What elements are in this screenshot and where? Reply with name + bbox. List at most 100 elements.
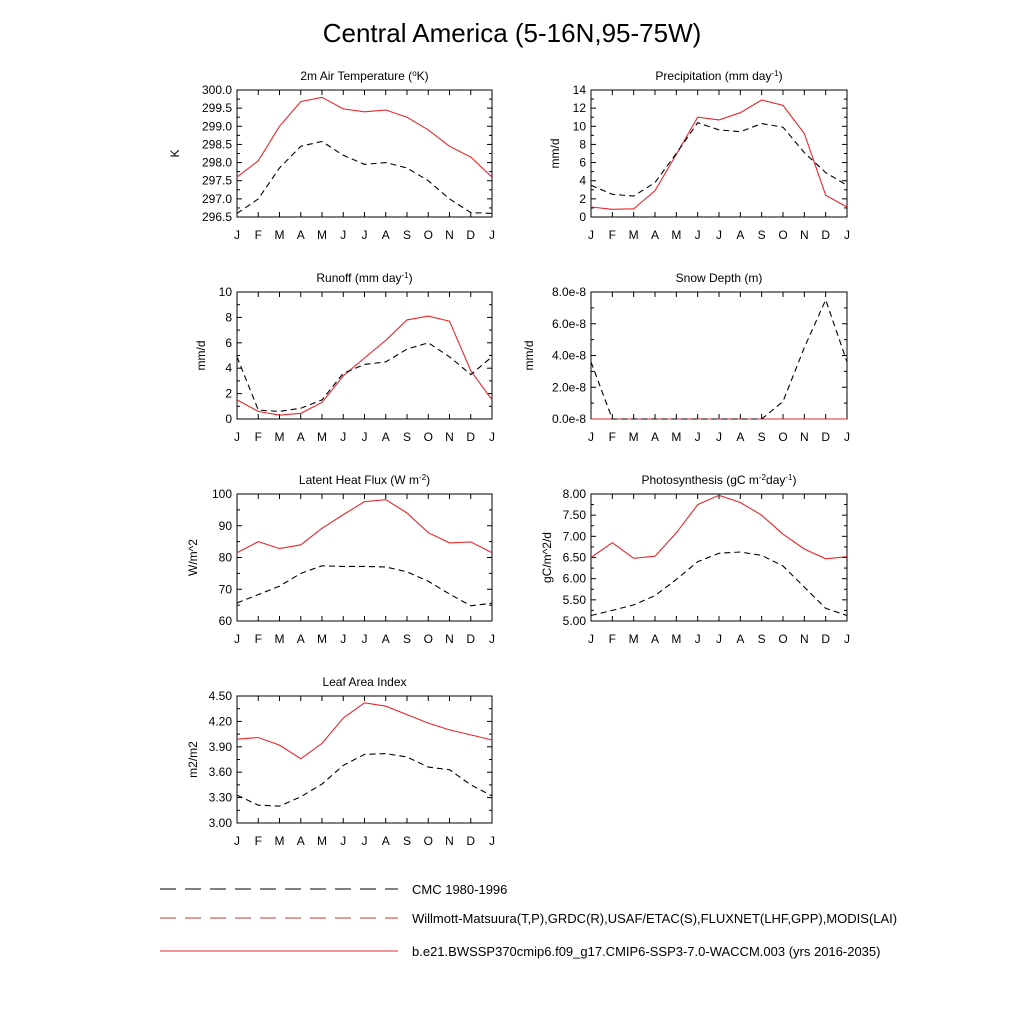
y-tick-label: 2.0e-8 — [552, 380, 586, 394]
series-obs-line — [236, 565, 493, 607]
x-tick-label: S — [403, 632, 411, 646]
x-tick-label: J — [340, 632, 346, 646]
plot-frame — [236, 291, 493, 420]
series-obs-line — [236, 342, 493, 412]
x-tick-label: M — [671, 228, 681, 242]
legend-label-2: Willmott-Matsuura(T,P),GRDC(R),USAF/ETAC… — [412, 911, 897, 926]
y-tick-label: 297.0 — [202, 192, 232, 206]
chart-panel-5: Latent Heat Flux (W m-2)J F M A M J J A S O N D J607… — [186, 473, 495, 647]
x-tick-label: N — [445, 430, 454, 444]
y-tick-label: 298.0 — [202, 156, 232, 170]
x-tick-label: D — [466, 430, 475, 444]
y-tick-label: 4.50 — [209, 689, 233, 703]
legend-label-1: CMC 1980-1996 — [412, 882, 507, 897]
series-obs-line — [236, 140, 493, 214]
x-tick-label: A — [297, 430, 305, 444]
panel-title: Snow Depth (m) — [676, 271, 763, 285]
y-axis-label: mm/d — [522, 341, 536, 371]
panel-title-text: 2m Air Temperature ( — [300, 69, 412, 83]
x-tick-label: J — [695, 632, 701, 646]
x-tick-label: J — [844, 228, 850, 242]
y-axis-label: K — [168, 149, 182, 157]
y-tick-label: 12 — [573, 101, 587, 115]
x-tick-label: M — [317, 632, 327, 646]
x-tick-label: N — [800, 228, 809, 242]
y-tick-label: 0.0e-8 — [552, 412, 586, 426]
panel-title-sup: -2 — [419, 473, 427, 482]
x-tick-label: J — [234, 632, 240, 646]
x-tick-label: M — [671, 632, 681, 646]
x-tick-label: F — [255, 430, 262, 444]
x-tick-label: S — [403, 228, 411, 242]
y-tick-label: 8 — [579, 137, 586, 151]
y-tick-label: 5.00 — [563, 614, 587, 628]
x-tick-label: J — [362, 228, 368, 242]
x-tick-label: J — [340, 228, 346, 242]
x-tick-label: A — [382, 632, 390, 646]
chart-panel-1: 2m Air Temperature (oK)J F M A M J J A S O N D J296.… — [168, 69, 495, 243]
x-tick-label: J — [695, 228, 701, 242]
x-tick-label: M — [629, 632, 639, 646]
y-tick-label: 5.50 — [563, 593, 587, 607]
x-tick-label: A — [651, 632, 659, 646]
y-axis-label: m2/m2 — [186, 741, 200, 778]
x-tick-label: S — [758, 228, 766, 242]
y-tick-label: 14 — [573, 83, 587, 97]
panel-title-text: Snow Depth (m) — [676, 271, 763, 285]
x-tick-label: O — [778, 430, 787, 444]
y-tick-label: 8.00 — [563, 487, 587, 501]
plot-frame — [236, 493, 493, 622]
x-tick-label: J — [340, 430, 346, 444]
x-tick-label: N — [800, 430, 809, 444]
x-tick-label: A — [736, 632, 744, 646]
x-tick-label: M — [629, 228, 639, 242]
chart-panel-2: Precipitation (mm day-1)J F M A M J J A S O N D J024… — [548, 69, 850, 243]
y-tick-label: 7.50 — [563, 508, 587, 522]
chart-panel-6: Photosynthesis (gC m-2day-1)J F M A M J J A S O N D… — [540, 473, 850, 647]
series-obs-line — [590, 551, 848, 617]
y-tick-label: 296.5 — [202, 210, 232, 224]
plot-frame — [590, 291, 848, 420]
y-tick-label: 299.5 — [202, 101, 232, 115]
x-tick-label: F — [609, 430, 616, 444]
y-tick-label: 3.00 — [209, 816, 233, 830]
panel-title-text-after: K) — [417, 69, 429, 83]
x-tick-label: O — [778, 632, 787, 646]
y-tick-label: 60 — [219, 614, 233, 628]
panel-title-text: Latent Heat Flux (W m — [299, 473, 419, 487]
y-tick-label: 10 — [573, 119, 587, 133]
panel-title: Leaf Area Index — [322, 675, 406, 689]
y-tick-label: 10 — [219, 285, 233, 299]
plot-frame — [590, 493, 848, 622]
x-tick-label: S — [758, 632, 766, 646]
y-tick-label: 0 — [579, 210, 586, 224]
legend-label-3: b.e21.BWSSP370cmip6.f09_g17.CMIP6-SSP3-7… — [412, 944, 880, 959]
x-tick-label: M — [275, 430, 285, 444]
y-tick-label: 4 — [225, 361, 232, 375]
panel-title-text-after: ) — [426, 473, 430, 487]
x-tick-label: M — [317, 228, 327, 242]
x-tick-label: O — [424, 632, 433, 646]
y-tick-label: 6 — [225, 336, 232, 350]
x-tick-label: J — [489, 228, 495, 242]
y-tick-label: 2 — [225, 387, 232, 401]
x-tick-label: D — [466, 834, 475, 848]
y-tick-label: 300.0 — [202, 83, 232, 97]
plot-frame — [236, 89, 493, 218]
x-tick-label: A — [297, 834, 305, 848]
x-tick-label: M — [275, 632, 285, 646]
series-model-line — [236, 499, 493, 554]
panel-title: Precipitation (mm day-1) — [655, 69, 782, 84]
x-tick-label: F — [609, 632, 616, 646]
y-tick-label: 4.0e-8 — [552, 349, 586, 363]
panel-title-text-after: ) — [409, 271, 413, 285]
x-tick-label: N — [800, 632, 809, 646]
series-model-line — [236, 96, 493, 178]
panel-title: Runoff (mm day-1) — [316, 271, 412, 286]
y-axis-label: gC/m^2/d — [540, 532, 554, 583]
panel-title-sup: -2 — [759, 473, 767, 482]
y-tick-label: 299.0 — [202, 119, 232, 133]
series-model-line — [236, 702, 493, 760]
chart-panel-3: Runoff (mm day-1)J F M A M J J A S O N D J0246810mm/… — [194, 271, 495, 445]
